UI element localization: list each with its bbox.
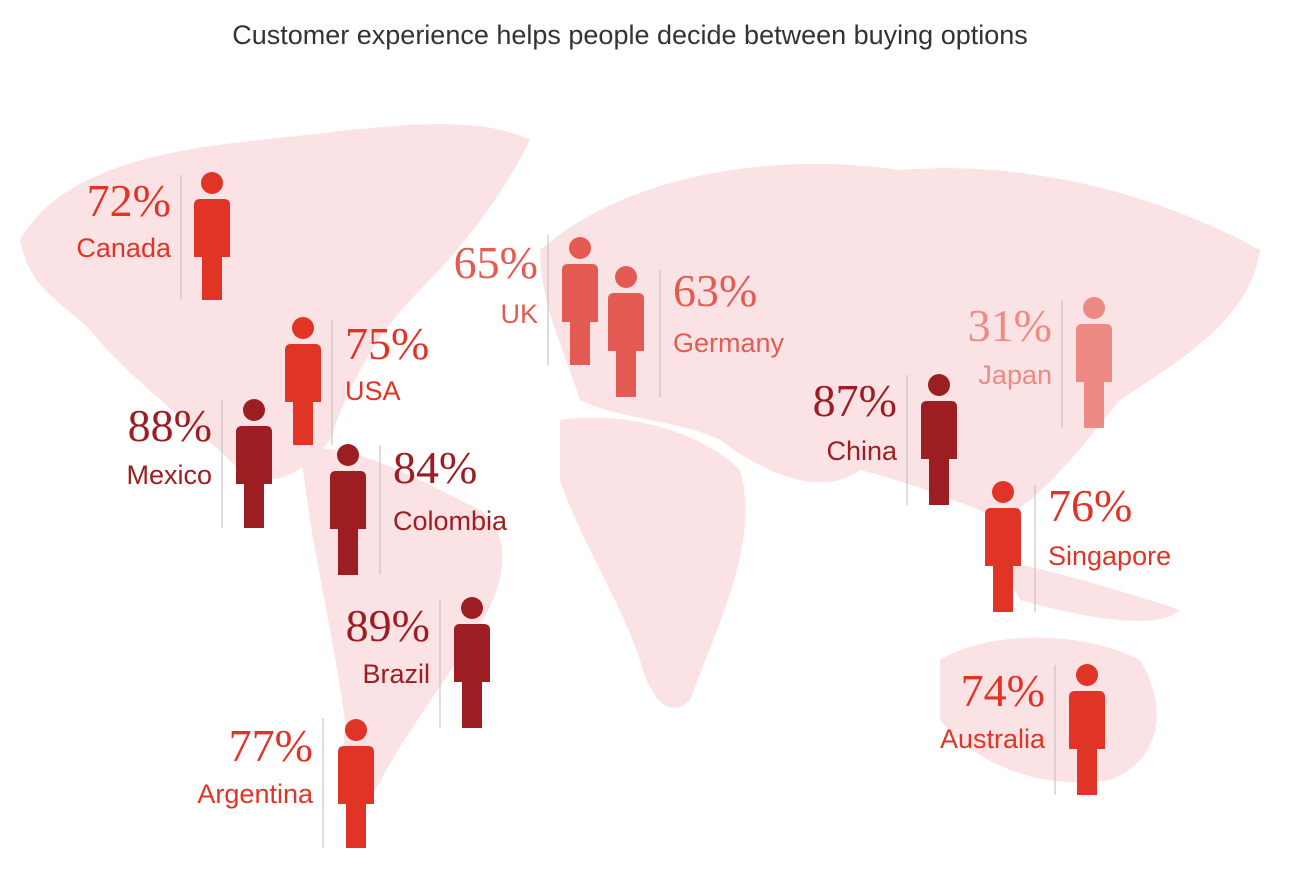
country: 31% Japan — [968, 297, 1112, 428]
person-icon — [921, 374, 957, 505]
percent-label: 75% — [345, 318, 429, 369]
person-icon — [236, 399, 272, 528]
person-head — [928, 374, 950, 396]
percent-label: 88% — [128, 400, 212, 451]
person-body — [1076, 324, 1112, 428]
country-name: China — [826, 436, 898, 466]
person-body — [1069, 691, 1105, 795]
person-icon — [338, 719, 374, 848]
person-head — [201, 172, 223, 194]
person-head — [992, 481, 1014, 503]
country: 76% Singapore — [985, 480, 1171, 612]
person-icon — [608, 266, 644, 397]
person-head — [243, 399, 265, 421]
percent-label: 74% — [961, 665, 1045, 716]
country-name: Brazil — [362, 659, 430, 689]
country-name: Argentina — [197, 779, 314, 809]
person-body — [921, 401, 957, 505]
person-icon — [194, 172, 230, 300]
country: 77% Argentina — [197, 718, 374, 848]
person-body — [194, 199, 230, 300]
country: 63% Germany — [608, 265, 785, 397]
country-name: Germany — [673, 328, 785, 358]
country-name: Singapore — [1048, 541, 1171, 571]
country-name: USA — [345, 376, 401, 406]
country-name: Australia — [940, 724, 1046, 754]
person-head — [461, 597, 483, 619]
country: 88% Mexico — [126, 399, 272, 528]
percent-label: 76% — [1048, 480, 1132, 531]
country: 89% Brazil — [346, 597, 490, 728]
person-body — [330, 471, 366, 575]
person-head — [337, 444, 359, 466]
person-icon — [330, 444, 366, 575]
person-head — [292, 317, 314, 339]
percent-label: 65% — [454, 237, 538, 288]
percent-label: 31% — [968, 300, 1052, 351]
person-head — [345, 719, 367, 741]
person-head — [1083, 297, 1105, 319]
country: 84% Colombia — [330, 442, 508, 575]
person-body — [985, 508, 1021, 612]
country: 74% Australia — [940, 664, 1105, 795]
person-head — [569, 237, 591, 259]
percent-label: 77% — [229, 720, 313, 771]
country-name: UK — [500, 299, 538, 329]
country: 65% UK — [454, 235, 598, 365]
percent-label: 89% — [346, 600, 430, 651]
person-body — [285, 344, 321, 445]
person-body — [236, 426, 272, 528]
percent-label: 87% — [813, 375, 897, 426]
person-icon — [985, 481, 1021, 612]
country-name: Colombia — [393, 506, 508, 536]
person-icon — [1076, 297, 1112, 428]
country: 75% USA — [285, 317, 429, 445]
person-body — [562, 264, 598, 365]
person-icon — [454, 597, 490, 728]
world-map — [20, 124, 1260, 806]
percent-label: 63% — [673, 265, 757, 316]
percent-label: 84% — [393, 442, 477, 493]
person-body — [454, 624, 490, 728]
country-name: Canada — [76, 233, 172, 263]
person-body — [338, 746, 374, 848]
country: 72% Canada — [76, 172, 230, 300]
person-icon — [1069, 664, 1105, 795]
person-icon — [562, 237, 598, 365]
country-name: Japan — [978, 360, 1052, 390]
person-icon — [285, 317, 321, 445]
country-name: Mexico — [126, 460, 212, 490]
person-head — [615, 266, 637, 288]
title: Customer experience helps people decide … — [232, 20, 1028, 50]
person-body — [608, 293, 644, 397]
percent-label: 72% — [87, 175, 171, 226]
person-head — [1076, 664, 1098, 686]
country: 87% China — [813, 374, 957, 505]
